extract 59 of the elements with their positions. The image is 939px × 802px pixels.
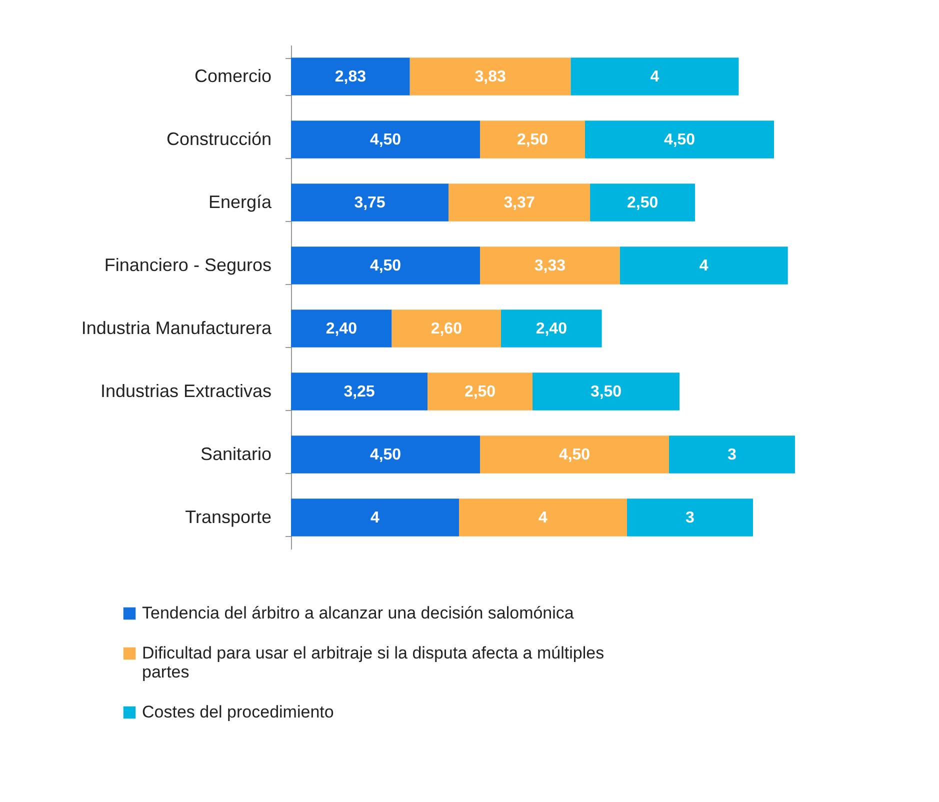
- data-label: 2,50: [516, 132, 548, 148]
- data-label: 4,50: [664, 132, 696, 148]
- data-label: 4,50: [370, 446, 402, 464]
- data-label: 4: [650, 68, 660, 86]
- data-label: 2,50: [626, 194, 658, 212]
- legend-label: Tendencia del árbitro a alcanzar una decisión salomónica: [142, 604, 574, 622]
- bar: [448, 184, 590, 222]
- bar: [627, 498, 753, 536]
- data-label: 3,50: [590, 384, 622, 400]
- y-tick-label: Transporte: [185, 507, 272, 527]
- bar: [392, 310, 501, 348]
- bar: [585, 120, 774, 158]
- bar: [590, 184, 696, 222]
- bar: [410, 58, 571, 96]
- y-tick-label: Comercio: [194, 66, 272, 86]
- bar: [291, 246, 480, 284]
- data-label: 2,60: [430, 320, 462, 338]
- bar: [480, 246, 620, 284]
- data-label: 2,83: [334, 68, 366, 86]
- bar: [291, 372, 428, 410]
- bar: [480, 120, 585, 158]
- bar: [480, 436, 669, 474]
- data-label: 2,50: [464, 384, 496, 400]
- bar: [620, 246, 788, 284]
- data-label: 3,33: [534, 258, 566, 274]
- data-label: 2,40: [326, 320, 358, 338]
- data-label: 3,25: [344, 384, 375, 400]
- bar: [570, 58, 739, 96]
- data-label: 4: [538, 510, 548, 526]
- data-label: 4,50: [370, 258, 402, 274]
- bar: [532, 372, 680, 410]
- bar: [291, 184, 448, 222]
- y-tick-label: Sanitario: [200, 444, 272, 464]
- bar: [291, 310, 392, 348]
- data-label: 4,50: [370, 132, 402, 148]
- data-label: 3,83: [474, 68, 506, 86]
- y-tick-label: Financiero - Seguros: [104, 255, 272, 275]
- data-label: 3,37: [504, 194, 535, 212]
- bar: [291, 120, 480, 158]
- y-tick-label: Energía: [208, 192, 272, 212]
- bar: [291, 58, 410, 96]
- bar: [291, 498, 459, 536]
- y-tick-label: Industrias Extractivas: [100, 381, 272, 401]
- data-label: 3,75: [354, 194, 386, 212]
- y-tick-label: Industria Manufacturera: [81, 318, 272, 338]
- data-label: 3: [728, 446, 737, 464]
- bar: [291, 436, 480, 474]
- data-label: 2,40: [536, 320, 568, 338]
- data-label: 4,50: [558, 446, 590, 464]
- bar: [669, 436, 795, 474]
- bar: [428, 372, 532, 410]
- y-tick-label: Construcción: [166, 129, 272, 149]
- data-label: 3: [686, 510, 695, 526]
- legend-label: Dificultad para usar el arbitraje si la disputa afecta a múltiples partes: [142, 644, 604, 682]
- data-label: 4: [370, 510, 380, 526]
- legend-label: Costes del procedimiento: [142, 702, 334, 722]
- bar: [459, 498, 627, 536]
- bar: [501, 310, 602, 348]
- data-label: 4: [699, 258, 708, 274]
